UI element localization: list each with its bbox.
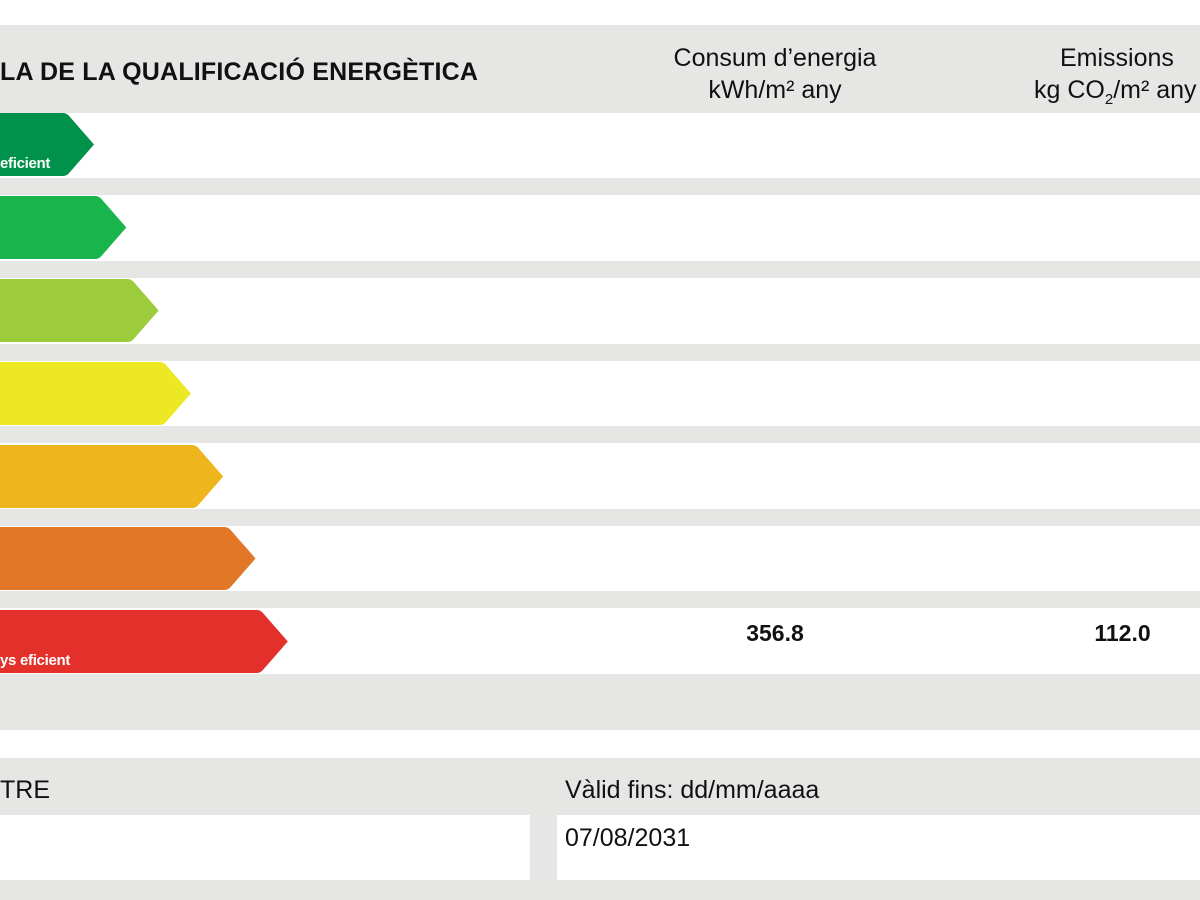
emissions-column-header: Emissions kg CO2/m² any xyxy=(1030,42,1200,116)
footer-left-label: TRE xyxy=(0,776,50,804)
energy-class-arrow xyxy=(0,362,192,425)
emissions-value: 112.0 xyxy=(1094,620,1151,646)
page-title: LA DE LA QUALIFICACIÓ ENERGÈTICA xyxy=(0,58,479,86)
energy-class-arrow xyxy=(0,527,257,590)
header-band xyxy=(0,25,1200,113)
row-separator xyxy=(0,178,1200,195)
energy-class-label: ys eficient xyxy=(0,652,71,669)
energy-header-unit: kWh/m² any xyxy=(708,76,842,104)
row-separator xyxy=(0,261,1200,278)
emissions-header-unit: kg CO2/m² any xyxy=(1034,76,1197,108)
footer-left-value-box xyxy=(0,815,530,880)
energy-class-arrow xyxy=(0,445,224,508)
energy-class-arrow xyxy=(0,196,127,259)
energy-class-arrow: eficient xyxy=(0,113,95,176)
energy-class-arrow: ys eficient xyxy=(0,610,289,673)
energy-header-line1: Consum d’energia xyxy=(673,44,877,72)
row-separator xyxy=(0,509,1200,526)
emissions-header-line1: Emissions xyxy=(1060,44,1174,72)
row-separator xyxy=(0,591,1200,608)
energy-column-header: Consum d’energia kWh/m² any xyxy=(640,42,910,106)
row-separator xyxy=(0,344,1200,361)
row-separator xyxy=(0,426,1200,443)
validity-label: Vàlid fins: dd/mm/aaaa xyxy=(565,776,820,804)
energy-class-arrow xyxy=(0,279,160,342)
footer-right-value-box xyxy=(557,815,1200,880)
scale-bottom-band xyxy=(0,674,1200,730)
validity-date: 07/08/2031 xyxy=(565,824,691,852)
energy-class-label: eficient xyxy=(0,155,51,172)
energy-consumption-value: 356.8 xyxy=(746,620,804,646)
